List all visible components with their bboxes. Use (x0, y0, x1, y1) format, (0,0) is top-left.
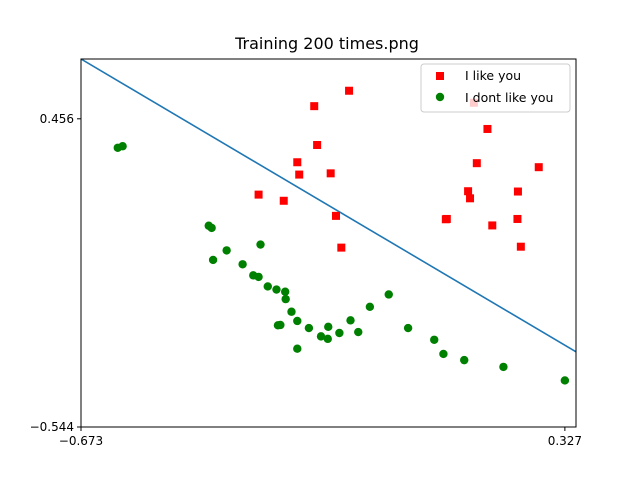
legend-circle-marker (435, 92, 445, 102)
data-point-dislike (118, 142, 127, 151)
data-point-dislike (354, 327, 363, 337)
data-point-like (513, 187, 522, 196)
data-point-dislike (316, 332, 326, 341)
data-point-dislike (222, 246, 231, 255)
data-point-like (337, 243, 346, 252)
data-point-like (472, 159, 481, 168)
legend: I like you I dont like you (420, 63, 571, 113)
data-point-dislike (254, 272, 263, 282)
data-point-dislike (287, 307, 296, 316)
data-point-dislike (439, 349, 448, 359)
data-point-like (310, 102, 319, 111)
chart-title: Training 200 times.png (234, 34, 419, 53)
data-point-like (332, 211, 340, 220)
data-point-like (534, 163, 543, 172)
data-point-dislike (460, 355, 469, 365)
data-point-like (345, 86, 354, 95)
data-point-like (293, 158, 302, 167)
x-tick-label: −0.673 (59, 434, 103, 448)
data-point-like (513, 214, 522, 223)
data-point-dislike (208, 255, 218, 265)
data-point-dislike (324, 322, 333, 332)
data-point-dislike (384, 290, 393, 299)
data-point-like (488, 221, 497, 230)
data-point-dislike (304, 323, 314, 333)
data-point-dislike (323, 334, 332, 344)
data-point-like (295, 170, 304, 179)
data-point-dislike (273, 321, 283, 330)
data-point-dislike (560, 376, 570, 385)
data-point-dislike (293, 316, 302, 326)
data-point-dislike (272, 285, 281, 294)
data-point-dislike (365, 302, 375, 311)
y-tick-label: −0.544 (30, 420, 74, 434)
data-point-dislike (281, 294, 290, 304)
legend-label-dislike: I dont like you (465, 90, 553, 105)
plot-area-frame (80, 58, 577, 428)
data-point-like (254, 190, 263, 199)
x-tick-label: 0.327 (548, 434, 582, 448)
data-point-like (326, 169, 335, 178)
data-point-dislike (263, 282, 272, 291)
legend-box (420, 63, 571, 113)
data-point-like (516, 242, 525, 251)
data-point-dislike (335, 328, 344, 338)
data-point-like (441, 215, 450, 224)
data-point-dislike (430, 335, 439, 344)
decision-boundary-line (81, 59, 576, 353)
data-point-like (483, 124, 492, 133)
y-tick-label: 0.456 (40, 112, 74, 126)
data-point-dislike (207, 223, 216, 233)
data-point-dislike (256, 240, 265, 249)
data-point-like (313, 140, 322, 149)
legend-square-marker (436, 72, 444, 80)
data-point-like (466, 194, 475, 203)
data-point-like (464, 187, 473, 196)
data-point-like (279, 196, 288, 205)
legend-label-like: I like you (465, 68, 521, 83)
data-point-dislike (346, 316, 355, 325)
data-point-dislike (499, 362, 508, 372)
data-point-dislike (280, 287, 290, 296)
data-point-dislike (238, 260, 247, 269)
data-point-dislike (403, 323, 413, 333)
data-point-dislike (293, 344, 302, 353)
